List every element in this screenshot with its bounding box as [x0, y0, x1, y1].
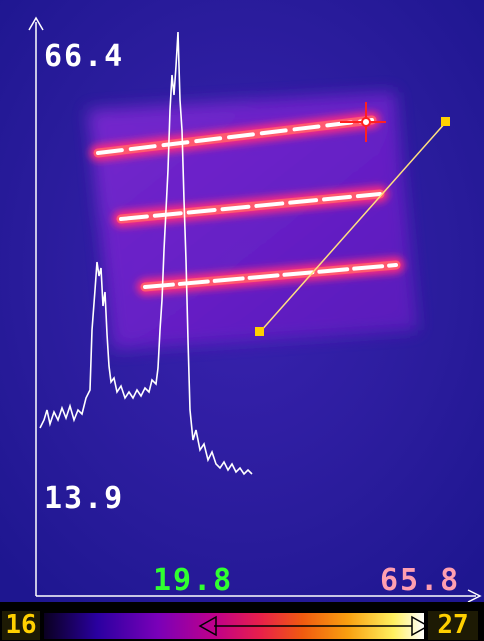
x-start-label: 19.8 — [153, 563, 234, 598]
scale-max-label: 27 — [428, 611, 478, 640]
measurement-line[interactable] — [259, 121, 447, 333]
x-end-label: 65.8 — [380, 563, 461, 598]
hot-stripe-1 — [90, 112, 380, 161]
y-max-label: 66.4 — [44, 39, 125, 74]
line-end-handle-icon[interactable] — [441, 117, 450, 126]
scale-min-label: 16 — [2, 611, 40, 640]
y-min-label: 13.9 — [44, 481, 125, 516]
thermal-image — [0, 0, 484, 602]
temperature-profile-trace — [39, 31, 253, 476]
range-arrow-icon[interactable] — [198, 613, 430, 639]
profile-axes — [28, 16, 482, 602]
crosshair-icon[interactable] — [340, 102, 386, 142]
line-start-handle-icon[interactable] — [255, 327, 264, 336]
hot-stripe-2 — [113, 186, 388, 227]
